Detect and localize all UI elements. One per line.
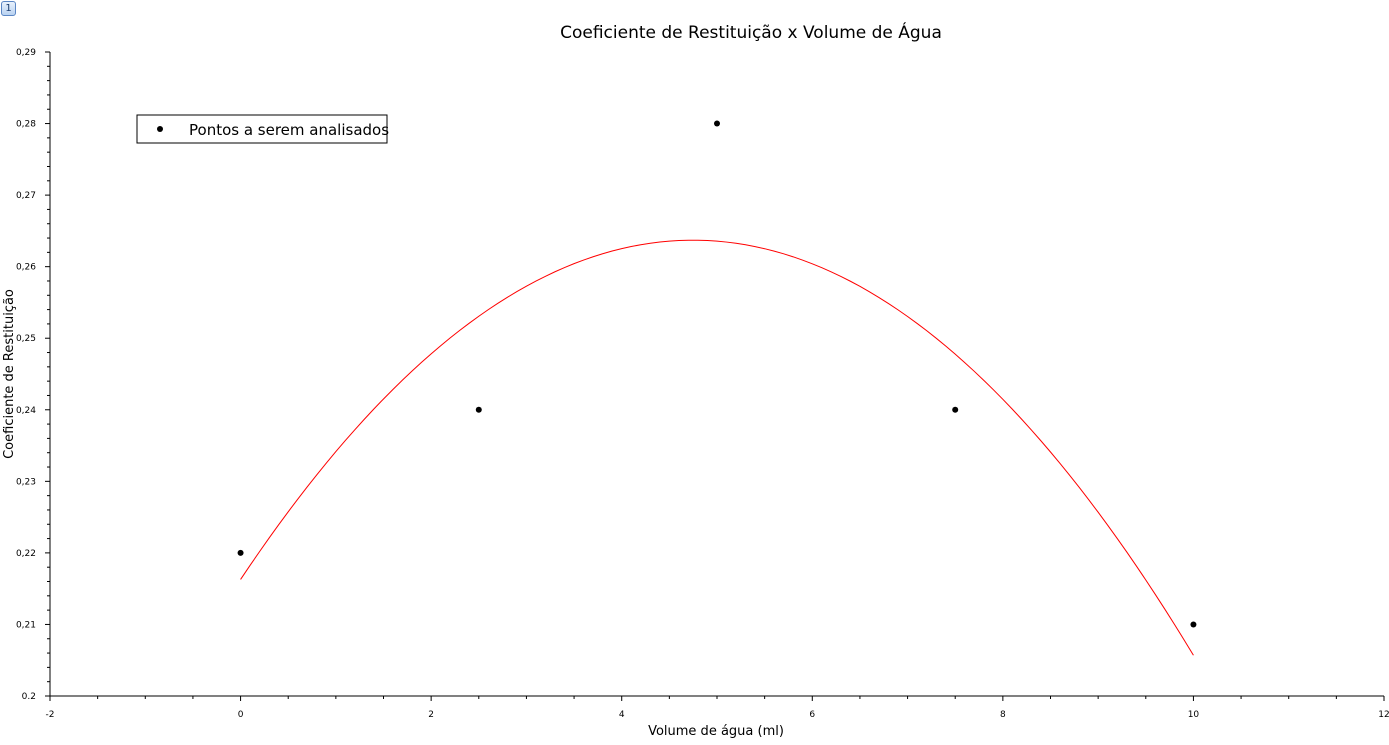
x-tick-label: -2 <box>46 710 55 720</box>
legend: Pontos a serem analisados <box>136 114 389 144</box>
y-tick-label: 0.2 <box>22 692 36 702</box>
x-tick-label: 12 <box>1378 710 1389 720</box>
y-tick-label: 0,22 <box>16 549 36 559</box>
page-number-badge[interactable]: 1 <box>1 1 16 16</box>
x-tick-label: 8 <box>1000 710 1006 720</box>
y-tick-label: 0,26 <box>16 263 36 273</box>
x-axis-label: Volume de água (ml) <box>648 724 784 739</box>
y-tick-label: 0,21 <box>16 620 36 630</box>
x-tick-label: 0 <box>238 710 244 720</box>
y-tick-label: 0,23 <box>16 477 36 487</box>
y-tick-label: 0,28 <box>16 120 36 130</box>
y-tick-label: 0,24 <box>16 406 36 416</box>
y-axis-ticks: 0.2 0,21 0,22 0,23 0,24 0,25 0,26 0,27 0,28 0,29 <box>16 48 50 702</box>
fit-curve <box>240 239 1194 656</box>
x-tick-label: 6 <box>809 710 815 720</box>
legend-marker-icon <box>157 126 163 132</box>
x-tick-label: 10 <box>1188 710 1200 720</box>
chart-title: Coeficiente de Restituição x Volume de Á… <box>560 21 942 43</box>
fit-curve-layer <box>240 239 1194 656</box>
axes <box>49 52 1384 697</box>
data-point <box>475 406 482 413</box>
data-point <box>1190 621 1197 628</box>
x-tick-label: 2 <box>428 710 434 720</box>
x-axis-ticks: -2 0 2 4 6 8 10 12 <box>46 696 1389 720</box>
x-tick-label: 4 <box>619 710 625 720</box>
data-point <box>237 549 244 556</box>
data-points-layer <box>237 120 1197 628</box>
y-tick-label: 0,25 <box>16 334 36 344</box>
data-point <box>714 120 720 127</box>
y-axis-label: Coeficiente de Restituição <box>2 289 17 459</box>
legend-label: Pontos a serem analisados <box>189 121 389 139</box>
data-point <box>952 406 959 413</box>
legend-box <box>136 114 388 144</box>
y-tick-label: 0,29 <box>16 48 36 58</box>
y-tick-label: 0,27 <box>16 191 36 201</box>
